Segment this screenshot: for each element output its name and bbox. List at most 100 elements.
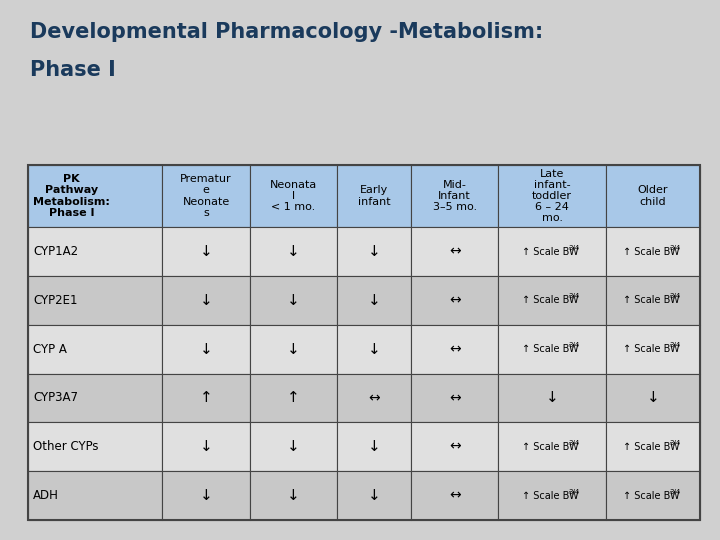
Bar <box>606 471 700 520</box>
Bar <box>28 374 163 422</box>
Text: ↑ Scale BW: ↑ Scale BW <box>522 247 578 256</box>
Bar <box>163 422 250 471</box>
Text: ↓: ↓ <box>199 244 212 259</box>
Text: CYP1A2: CYP1A2 <box>33 245 78 258</box>
Text: ↑ Scale BW: ↑ Scale BW <box>522 295 578 305</box>
Text: ↓: ↓ <box>287 439 300 454</box>
Bar <box>498 471 606 520</box>
Text: 3/4: 3/4 <box>670 342 680 348</box>
Bar <box>28 165 700 520</box>
Text: ↑ Scale BW: ↑ Scale BW <box>623 344 679 354</box>
Text: Other CYPs: Other CYPs <box>33 440 99 453</box>
Text: ↔: ↔ <box>449 293 461 307</box>
Text: ↓: ↓ <box>287 342 300 356</box>
Text: ↑: ↑ <box>199 390 212 406</box>
Text: 3/4: 3/4 <box>569 489 580 495</box>
Bar <box>250 422 337 471</box>
Bar <box>498 276 606 325</box>
Bar <box>250 471 337 520</box>
Text: ↓: ↓ <box>199 439 212 454</box>
Text: Prematur
e
Neonate
s: Prematur e Neonate s <box>180 174 232 218</box>
Bar <box>498 374 606 422</box>
Text: ↓: ↓ <box>287 293 300 308</box>
Bar <box>411 471 498 520</box>
Bar <box>337 165 411 227</box>
Bar <box>337 422 411 471</box>
Text: ↓: ↓ <box>199 488 212 503</box>
Text: 3/4: 3/4 <box>569 440 580 446</box>
Text: ↔: ↔ <box>449 440 461 454</box>
Bar <box>250 374 337 422</box>
Bar <box>411 227 498 276</box>
Text: 3/4: 3/4 <box>569 342 580 348</box>
Bar <box>411 374 498 422</box>
Bar <box>163 325 250 374</box>
Bar <box>337 471 411 520</box>
Bar <box>250 276 337 325</box>
Bar <box>28 227 163 276</box>
Text: ADH: ADH <box>33 489 59 502</box>
Text: ↑ Scale BW: ↑ Scale BW <box>623 247 679 256</box>
Text: ↓: ↓ <box>368 439 380 454</box>
Text: Older
child: Older child <box>638 185 668 207</box>
Bar <box>411 325 498 374</box>
Text: ↓: ↓ <box>368 342 380 356</box>
Text: ↑ Scale BW: ↑ Scale BW <box>623 442 679 452</box>
Text: ↔: ↔ <box>449 342 461 356</box>
Text: ↓: ↓ <box>368 244 380 259</box>
Text: Early
infant: Early infant <box>358 185 390 207</box>
Text: PK
Pathway
Metabolism:
Phase I: PK Pathway Metabolism: Phase I <box>33 174 110 218</box>
Bar <box>606 276 700 325</box>
Bar <box>337 227 411 276</box>
Text: ↑ Scale BW: ↑ Scale BW <box>623 491 679 501</box>
Bar <box>337 276 411 325</box>
Bar <box>163 471 250 520</box>
Bar <box>250 325 337 374</box>
Bar <box>498 165 606 227</box>
Text: ↔: ↔ <box>449 245 461 259</box>
Bar <box>163 227 250 276</box>
Bar <box>28 422 163 471</box>
Text: ↓: ↓ <box>287 244 300 259</box>
Bar <box>498 422 606 471</box>
Text: CYP3A7: CYP3A7 <box>33 392 78 404</box>
Bar <box>498 325 606 374</box>
Text: ↓: ↓ <box>287 488 300 503</box>
Bar <box>411 276 498 325</box>
Text: Developmental Pharmacology -Metabolism:: Developmental Pharmacology -Metabolism: <box>30 22 544 42</box>
Bar <box>163 276 250 325</box>
Bar <box>250 165 337 227</box>
Text: ↑: ↑ <box>287 390 300 406</box>
Text: 3/4: 3/4 <box>670 440 680 446</box>
Bar <box>606 325 700 374</box>
Bar <box>606 422 700 471</box>
Bar <box>28 471 163 520</box>
Bar <box>163 165 250 227</box>
Text: ↓: ↓ <box>199 293 212 308</box>
Text: ↑ Scale BW: ↑ Scale BW <box>522 442 578 452</box>
Bar <box>250 227 337 276</box>
Bar <box>411 165 498 227</box>
Text: ↑ Scale BW: ↑ Scale BW <box>623 295 679 305</box>
Text: CYP A: CYP A <box>33 343 67 356</box>
Bar <box>28 276 163 325</box>
Text: ↓: ↓ <box>368 293 380 308</box>
Text: Neonata
l
< 1 mo.: Neonata l < 1 mo. <box>270 180 317 212</box>
Bar <box>498 227 606 276</box>
Text: CYP2E1: CYP2E1 <box>33 294 78 307</box>
Text: Mid-
Infant
3–5 mo.: Mid- Infant 3–5 mo. <box>433 180 477 212</box>
Text: ↑ Scale BW: ↑ Scale BW <box>522 491 578 501</box>
Text: 3/4: 3/4 <box>670 245 680 251</box>
Bar <box>28 325 163 374</box>
Text: ↔: ↔ <box>449 489 461 503</box>
Bar <box>163 374 250 422</box>
Text: ↔: ↔ <box>368 391 380 405</box>
Text: 3/4: 3/4 <box>670 489 680 495</box>
Text: ↔: ↔ <box>449 391 461 405</box>
Text: 3/4: 3/4 <box>569 293 580 299</box>
Bar <box>606 165 700 227</box>
Text: ↓: ↓ <box>199 342 212 356</box>
Text: ↑ Scale BW: ↑ Scale BW <box>522 344 578 354</box>
Bar <box>28 165 163 227</box>
Bar <box>411 422 498 471</box>
